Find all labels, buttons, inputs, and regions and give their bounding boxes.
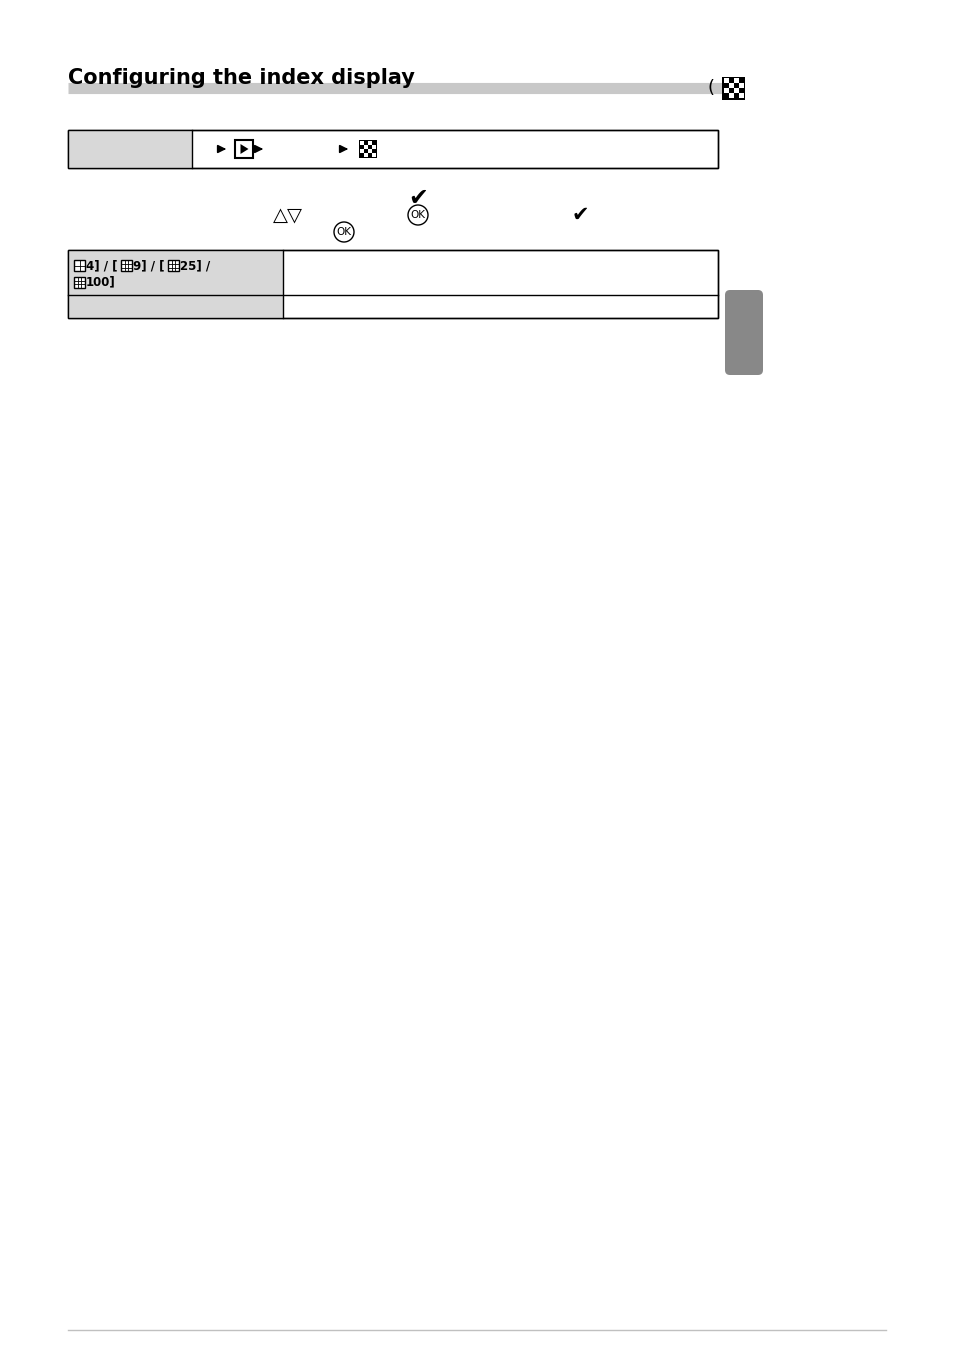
Bar: [359, 149, 364, 153]
Bar: [121, 261, 132, 271]
Bar: [68, 250, 283, 294]
Text: ✔: ✔: [571, 205, 588, 225]
Text: OK: OK: [410, 210, 425, 220]
Bar: [68, 294, 283, 318]
Bar: [364, 141, 368, 145]
Text: 25] /: 25] /: [180, 259, 210, 273]
Bar: [372, 145, 375, 149]
Bar: [168, 261, 179, 271]
Bar: [372, 153, 375, 157]
Bar: [728, 83, 733, 88]
Bar: [728, 88, 733, 94]
Bar: [359, 145, 364, 149]
Bar: [723, 77, 728, 83]
Bar: [68, 250, 718, 318]
Bar: [368, 153, 372, 157]
Bar: [723, 94, 728, 98]
Bar: [368, 149, 372, 153]
Bar: [723, 88, 728, 94]
Bar: [733, 83, 739, 88]
Text: Configuring the index display: Configuring the index display: [68, 68, 415, 88]
Text: (: (: [707, 79, 714, 96]
Bar: [364, 153, 368, 157]
Bar: [728, 77, 733, 83]
Text: ✔: ✔: [408, 186, 428, 210]
Bar: [68, 130, 718, 168]
Bar: [68, 130, 718, 168]
Bar: [68, 250, 718, 318]
Bar: [68, 130, 192, 168]
FancyBboxPatch shape: [724, 290, 762, 375]
Text: 4] / [: 4] / [: [86, 259, 117, 273]
Bar: [358, 140, 376, 157]
Bar: [364, 145, 368, 149]
Bar: [733, 77, 739, 83]
Text: 100]: 100]: [86, 275, 115, 289]
Bar: [372, 149, 375, 153]
Bar: [728, 94, 733, 98]
Bar: [74, 261, 85, 271]
Bar: [359, 141, 364, 145]
Circle shape: [408, 205, 428, 225]
Bar: [364, 149, 368, 153]
Bar: [234, 140, 253, 157]
Bar: [372, 141, 375, 145]
Bar: [739, 88, 743, 94]
Circle shape: [334, 223, 354, 242]
Bar: [359, 153, 364, 157]
Bar: [368, 141, 372, 145]
Bar: [368, 145, 372, 149]
Bar: [721, 76, 744, 99]
Text: △▽: △▽: [273, 205, 303, 224]
Bar: [739, 94, 743, 98]
Bar: [739, 77, 743, 83]
Bar: [739, 83, 743, 88]
Bar: [74, 277, 85, 288]
Text: OK: OK: [336, 227, 351, 237]
Bar: [723, 83, 728, 88]
Bar: [733, 94, 739, 98]
Text: 9] / [: 9] / [: [132, 259, 164, 273]
Polygon shape: [240, 144, 248, 153]
Bar: [733, 88, 739, 94]
